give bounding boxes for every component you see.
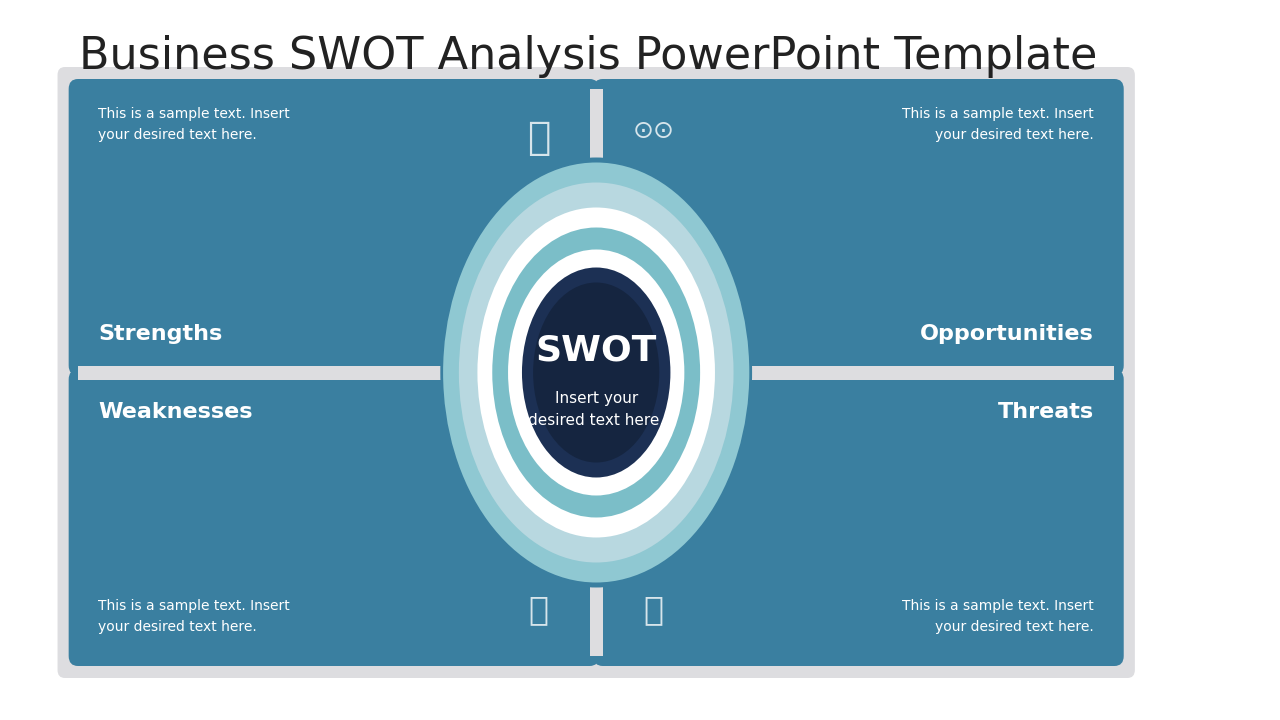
Text: Strengths: Strengths bbox=[99, 323, 223, 343]
Text: Weaknesses: Weaknesses bbox=[99, 402, 253, 421]
Ellipse shape bbox=[532, 282, 659, 462]
FancyBboxPatch shape bbox=[69, 79, 599, 376]
Ellipse shape bbox=[493, 228, 700, 518]
Text: Opportunities: Opportunities bbox=[920, 323, 1094, 343]
Ellipse shape bbox=[508, 250, 685, 495]
Text: ⊙⊙: ⊙⊙ bbox=[632, 119, 675, 143]
Ellipse shape bbox=[477, 207, 716, 538]
Text: This is a sample text. Insert
your desired text here.: This is a sample text. Insert your desir… bbox=[99, 107, 291, 142]
Bar bbox=[590, 89, 603, 656]
Ellipse shape bbox=[440, 158, 753, 588]
Ellipse shape bbox=[522, 268, 671, 477]
Text: ᚠ: ᚠ bbox=[527, 119, 550, 157]
FancyBboxPatch shape bbox=[594, 79, 1124, 376]
Ellipse shape bbox=[493, 228, 700, 518]
Text: Insert your
desired text here.: Insert your desired text here. bbox=[529, 390, 664, 428]
Bar bbox=[78, 366, 1115, 379]
Text: This is a sample text. Insert
your desired text here.: This is a sample text. Insert your desir… bbox=[99, 599, 291, 634]
Ellipse shape bbox=[443, 163, 749, 582]
FancyBboxPatch shape bbox=[58, 67, 1135, 678]
Text: This is a sample text. Insert
your desired text here.: This is a sample text. Insert your desir… bbox=[902, 107, 1094, 142]
Text: SWOT: SWOT bbox=[535, 333, 657, 367]
FancyBboxPatch shape bbox=[69, 369, 599, 666]
Text: Business SWOT Analysis PowerPoint Template: Business SWOT Analysis PowerPoint Templa… bbox=[79, 35, 1097, 78]
Text: This is a sample text. Insert
your desired text here.: This is a sample text. Insert your desir… bbox=[902, 599, 1094, 634]
Ellipse shape bbox=[522, 268, 671, 477]
Text: Threats: Threats bbox=[998, 402, 1094, 421]
Text: ⛓: ⛓ bbox=[529, 593, 549, 626]
Text: 💥: 💥 bbox=[644, 593, 664, 626]
Ellipse shape bbox=[458, 182, 733, 562]
Ellipse shape bbox=[477, 207, 716, 538]
Text: SWOT: SWOT bbox=[535, 333, 657, 367]
Text: Insert your
desired text here.: Insert your desired text here. bbox=[529, 390, 664, 428]
Ellipse shape bbox=[508, 250, 685, 495]
Ellipse shape bbox=[532, 282, 659, 462]
Ellipse shape bbox=[443, 163, 749, 582]
Ellipse shape bbox=[458, 182, 733, 562]
FancyBboxPatch shape bbox=[594, 369, 1124, 666]
